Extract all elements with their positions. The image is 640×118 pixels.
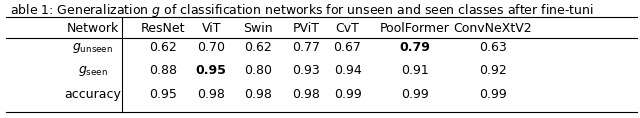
Text: 0.94: 0.94 xyxy=(333,64,362,77)
Text: $g_\mathrm{unseen}$: $g_\mathrm{unseen}$ xyxy=(72,41,113,55)
Text: 0.98: 0.98 xyxy=(292,88,320,101)
Text: ConvNeXtV2: ConvNeXtV2 xyxy=(454,22,532,35)
Text: 0.99: 0.99 xyxy=(333,88,362,101)
Text: ResNet: ResNet xyxy=(141,22,186,35)
Text: 0.67: 0.67 xyxy=(333,41,362,54)
Text: 0.99: 0.99 xyxy=(479,88,507,101)
Text: 0.80: 0.80 xyxy=(244,64,272,77)
Text: 0.95: 0.95 xyxy=(196,64,227,77)
Text: PoolFormer: PoolFormer xyxy=(380,22,450,35)
Text: 0.62: 0.62 xyxy=(244,41,272,54)
Text: 0.63: 0.63 xyxy=(479,41,507,54)
Text: CvT: CvT xyxy=(335,22,360,35)
Text: 0.93: 0.93 xyxy=(292,64,320,77)
Text: PViT: PViT xyxy=(292,22,319,35)
Text: $g_\mathrm{seen}$: $g_\mathrm{seen}$ xyxy=(78,64,108,78)
Text: 0.77: 0.77 xyxy=(292,41,320,54)
Text: 0.62: 0.62 xyxy=(149,41,177,54)
Text: 0.99: 0.99 xyxy=(401,88,429,101)
Text: 0.88: 0.88 xyxy=(149,64,177,77)
Text: 0.95: 0.95 xyxy=(149,88,177,101)
Text: 0.92: 0.92 xyxy=(479,64,507,77)
Text: 0.91: 0.91 xyxy=(401,64,429,77)
Text: Swin: Swin xyxy=(243,22,273,35)
Text: 0.98: 0.98 xyxy=(244,88,272,101)
Text: 0.79: 0.79 xyxy=(399,41,430,54)
Text: 0.98: 0.98 xyxy=(197,88,225,101)
Text: 0.70: 0.70 xyxy=(197,41,225,54)
Text: accuracy: accuracy xyxy=(65,88,121,101)
Text: ViT: ViT xyxy=(202,22,221,35)
Text: Network: Network xyxy=(67,22,119,35)
Text: able 1: Generalization $g$ of classification networks for unseen and seen classe: able 1: Generalization $g$ of classifica… xyxy=(10,2,593,19)
